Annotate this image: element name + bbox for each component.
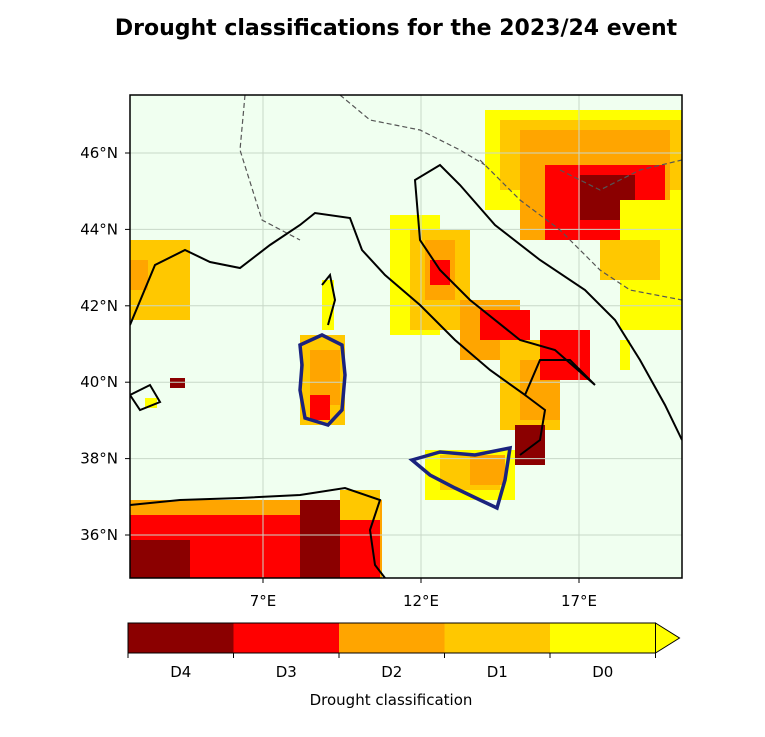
map-gridlines <box>130 95 682 578</box>
lat-tick-label: 40°N <box>80 373 118 391</box>
lat-tick-label: 42°N <box>80 297 118 315</box>
drought-region-balkans <box>485 110 682 330</box>
sardinia-outline <box>298 333 347 427</box>
sicily-outline <box>408 445 513 511</box>
map-title: Drought classifications for the 2023/24 … <box>114 16 678 41</box>
latitude-axis: 46°N 44°N 42°N 40°N 38°N 36°N <box>80 144 130 544</box>
coast-corsica <box>321 272 337 326</box>
colorbar-title: Drought classification <box>310 691 473 709</box>
colorbar: D4 D3 D2 D1 D0 Drought classification <box>127 622 681 709</box>
lat-tick-label: 38°N <box>80 450 118 468</box>
lon-tick-label: 12°E <box>403 592 439 610</box>
drought-cells-layer <box>130 110 682 578</box>
colorbar-label-d4: D4 <box>170 663 191 681</box>
colorbar-label-d1: D1 <box>487 663 508 681</box>
coast-calabria <box>519 394 547 456</box>
lon-tick-label: 7°E <box>250 592 277 610</box>
lat-tick-label: 46°N <box>80 144 118 162</box>
colorbar-swatch-d1 <box>444 623 550 653</box>
colorbar-swatch-d4 <box>128 623 234 653</box>
coast-north-africa <box>130 486 386 578</box>
colorbar-swatch-d0 <box>550 623 656 653</box>
lat-tick-label: 44°N <box>80 220 118 238</box>
colorbar-frame <box>127 622 656 654</box>
country-borders <box>239 95 682 301</box>
colorbar-swatch-d2 <box>339 623 445 653</box>
coast-balearic <box>130 383 162 412</box>
map-area <box>129 94 683 579</box>
drought-region-north-africa <box>130 490 382 578</box>
drought-region-italy <box>390 215 630 465</box>
colorbar-extend-arrow <box>655 622 681 654</box>
map-frame <box>129 94 683 579</box>
longitude-axis: 7°E 12°E 17°E <box>250 578 597 610</box>
lon-tick-label: 17°E <box>561 592 597 610</box>
colorbar-label-d2: D2 <box>381 663 402 681</box>
lat-tick-label: 36°N <box>80 526 118 544</box>
coast-south-france <box>130 163 682 441</box>
colorbar-label-d3: D3 <box>276 663 297 681</box>
coastlines <box>130 163 682 578</box>
colorbar-swatch-d3 <box>233 623 339 653</box>
highlighted-region-outlines <box>298 333 513 511</box>
drought-region-sardinia <box>300 280 345 425</box>
colorbar-label-d0: D0 <box>592 663 613 681</box>
